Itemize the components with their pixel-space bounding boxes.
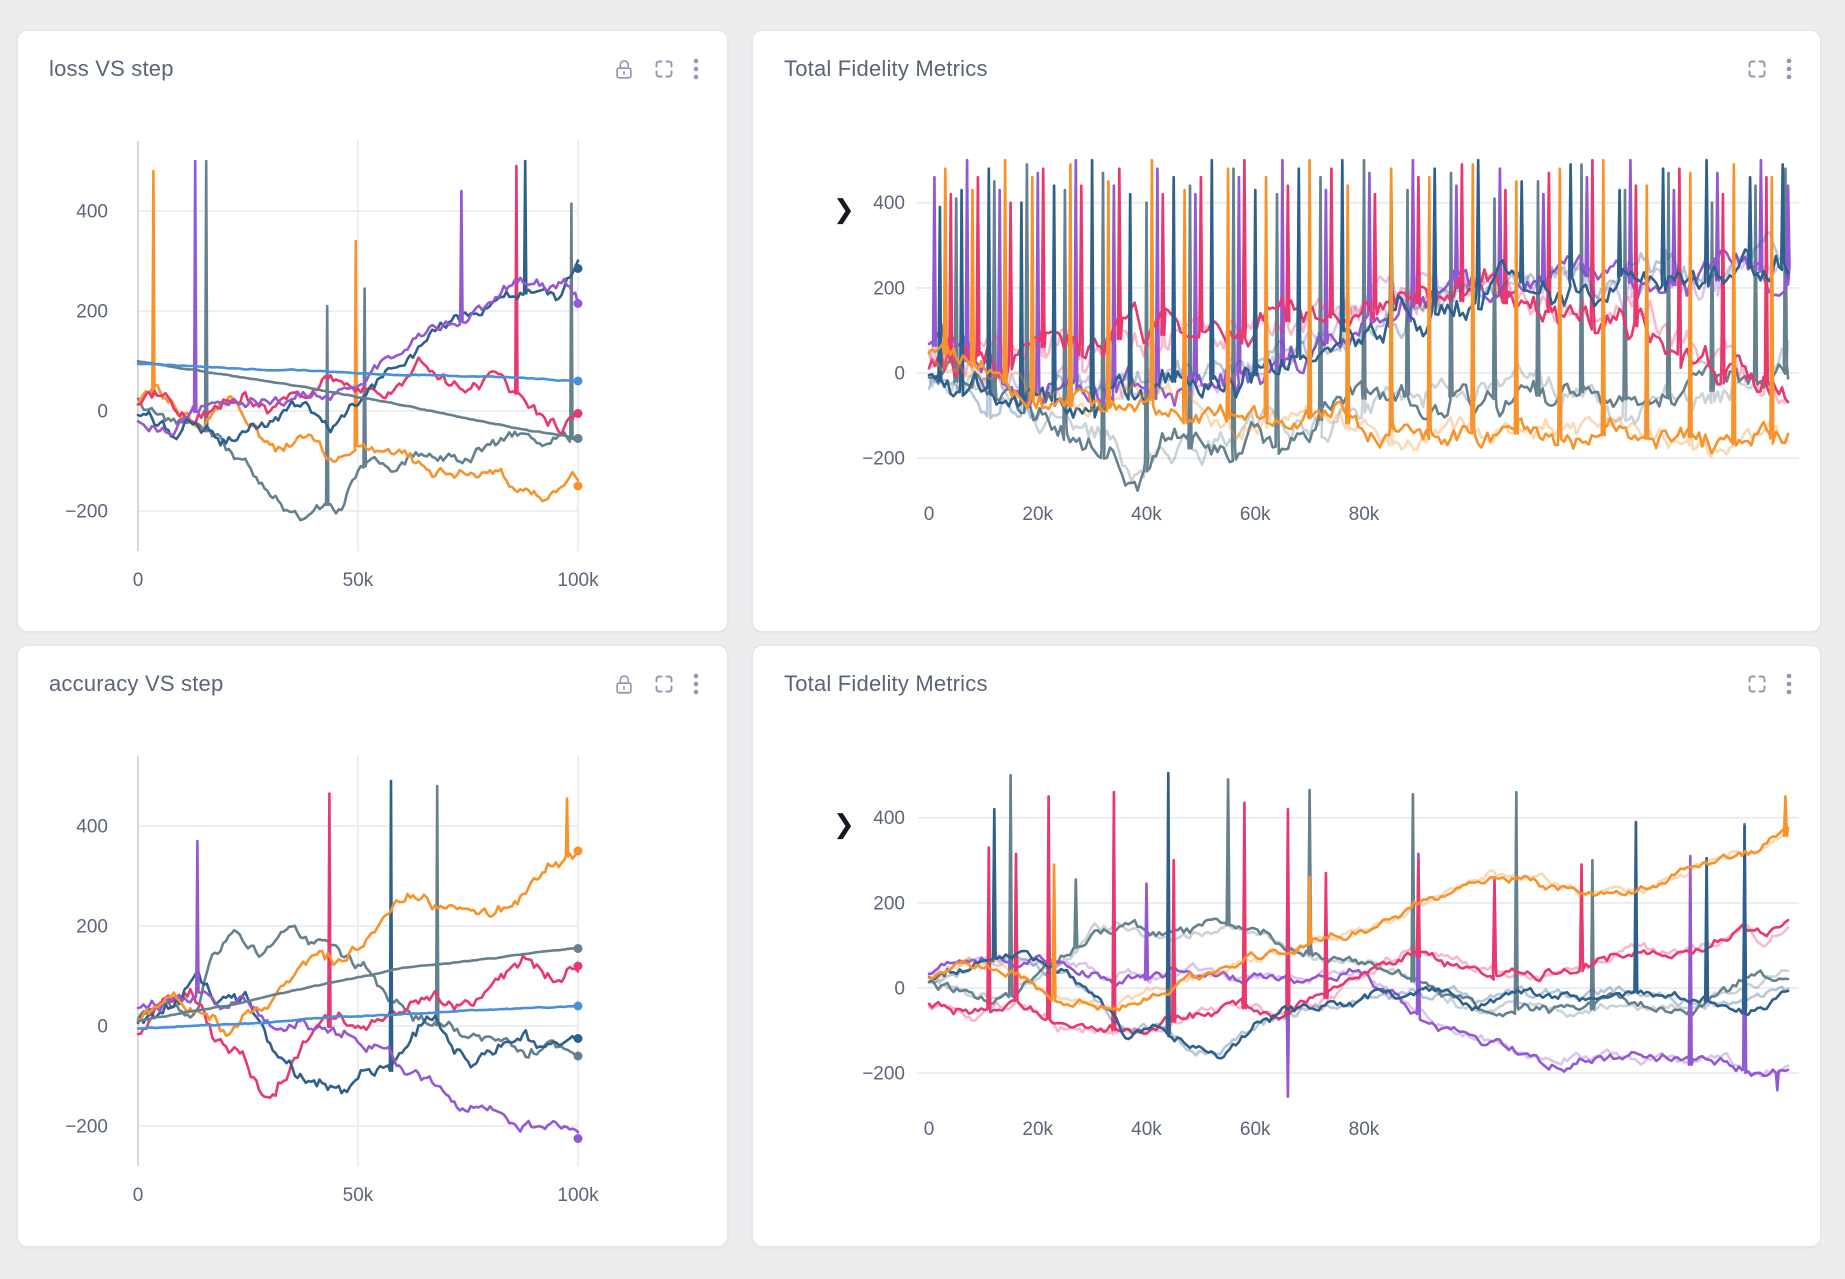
panel-header: loss VS step xyxy=(18,31,727,82)
svg-text:200: 200 xyxy=(76,917,108,938)
svg-text:−200: −200 xyxy=(862,1064,905,1085)
svg-text:0: 0 xyxy=(97,402,108,423)
fullscreen-icon[interactable] xyxy=(652,672,676,696)
panel-actions xyxy=(613,672,699,697)
panel-header: Total Fidelity Metrics xyxy=(753,646,1820,697)
kebab-icon[interactable] xyxy=(693,57,699,81)
svg-text:50k: 50k xyxy=(343,1185,374,1206)
svg-text:0: 0 xyxy=(894,979,905,1000)
panel-title: accuracy VS step xyxy=(49,671,224,696)
svg-text:0: 0 xyxy=(924,1119,935,1140)
svg-text:400: 400 xyxy=(873,808,905,829)
svg-text:0: 0 xyxy=(97,1017,108,1038)
svg-text:400: 400 xyxy=(76,202,108,223)
svg-text:0: 0 xyxy=(133,570,144,591)
panel-actions xyxy=(1745,57,1792,81)
svg-text:100k: 100k xyxy=(557,1185,599,1206)
svg-text:0: 0 xyxy=(894,364,905,385)
svg-text:20k: 20k xyxy=(1022,1119,1053,1140)
panel-loss-vs-step: loss VS step 400 200 0 −200 0 50k 100k xyxy=(17,30,728,632)
panel-accuracy-vs-step: accuracy VS step 400 200 0 −200 0 50k 100k xyxy=(17,645,728,1247)
svg-text:0: 0 xyxy=(133,1185,144,1206)
svg-text:60k: 60k xyxy=(1240,504,1271,525)
panel-actions xyxy=(1745,672,1792,696)
unlock-icon[interactable] xyxy=(613,672,635,697)
fidelity-chart-top-canvas[interactable]: 400 200 0 −200 0 20k 40k 60k 80k xyxy=(753,133,1809,558)
kebab-icon[interactable] xyxy=(693,672,699,696)
svg-text:50k: 50k xyxy=(343,570,374,591)
svg-text:20k: 20k xyxy=(1022,504,1053,525)
fullscreen-icon[interactable] xyxy=(1745,57,1769,81)
svg-text:−200: −200 xyxy=(862,449,905,470)
panel-total-fidelity-metrics-top: Total Fidelity Metrics ❯ 400 200 0 −200 0 20k… xyxy=(752,30,1821,632)
fidelity-chart-bottom-canvas[interactable]: 400 200 0 −200 0 20k 40k 60k 80k xyxy=(753,748,1809,1173)
svg-text:−200: −200 xyxy=(65,1117,108,1138)
svg-text:400: 400 xyxy=(76,817,108,838)
panel-title: loss VS step xyxy=(49,56,174,81)
fullscreen-icon[interactable] xyxy=(1745,672,1769,696)
panel-actions xyxy=(613,57,699,82)
loss-chart-canvas[interactable]: 400 200 0 −200 0 50k 100k xyxy=(30,131,650,631)
panel-header: Total Fidelity Metrics xyxy=(753,31,1820,82)
svg-text:60k: 60k xyxy=(1240,1119,1271,1140)
panel-title: Total Fidelity Metrics xyxy=(784,671,988,696)
panel-total-fidelity-metrics-bottom: Total Fidelity Metrics ❯ 400 200 0 −200 0 20k… xyxy=(752,645,1821,1247)
expand-chevron[interactable]: ❯ xyxy=(833,195,855,225)
accuracy-chart-canvas[interactable]: 400 200 0 −200 0 50k 100k xyxy=(30,746,650,1246)
svg-text:80k: 80k xyxy=(1349,504,1380,525)
svg-text:40k: 40k xyxy=(1131,1119,1162,1140)
svg-text:200: 200 xyxy=(76,302,108,323)
svg-text:200: 200 xyxy=(873,893,905,914)
panel-title: Total Fidelity Metrics xyxy=(784,56,988,81)
svg-text:400: 400 xyxy=(873,193,905,214)
svg-text:80k: 80k xyxy=(1349,1119,1380,1140)
panel-header: accuracy VS step xyxy=(18,646,727,697)
fullscreen-icon[interactable] xyxy=(652,57,676,81)
svg-text:200: 200 xyxy=(873,278,905,299)
svg-text:0: 0 xyxy=(924,504,935,525)
svg-text:100k: 100k xyxy=(557,570,599,591)
unlock-icon[interactable] xyxy=(613,57,635,82)
kebab-icon[interactable] xyxy=(1786,57,1792,81)
svg-text:−200: −200 xyxy=(65,502,108,523)
kebab-icon[interactable] xyxy=(1786,672,1792,696)
svg-text:40k: 40k xyxy=(1131,504,1162,525)
expand-chevron[interactable]: ❯ xyxy=(833,810,855,840)
